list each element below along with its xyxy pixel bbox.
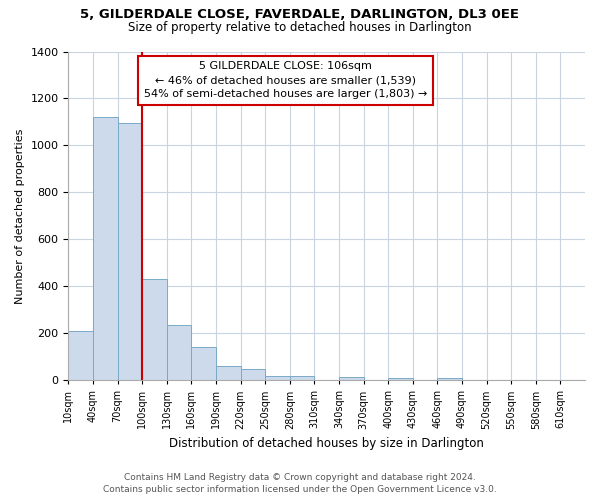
Text: 5 GILDERDALE CLOSE: 106sqm
← 46% of detached houses are smaller (1,539)
54% of s: 5 GILDERDALE CLOSE: 106sqm ← 46% of deta… [143, 62, 427, 100]
Text: Contains HM Land Registry data © Crown copyright and database right 2024.
Contai: Contains HM Land Registry data © Crown c… [103, 472, 497, 494]
Bar [167, 325, 191, 380]
Bar [68, 331, 93, 380]
Bar [388, 378, 413, 380]
Bar [339, 376, 364, 380]
Bar [216, 366, 241, 380]
Bar [265, 376, 290, 380]
X-axis label: Distribution of detached houses by size in Darlington: Distribution of detached houses by size … [169, 437, 484, 450]
Bar [437, 378, 462, 380]
Bar [93, 118, 118, 380]
Bar [118, 123, 142, 380]
Y-axis label: Number of detached properties: Number of detached properties [15, 128, 25, 304]
Bar [142, 280, 167, 380]
Bar [290, 376, 314, 380]
Text: Size of property relative to detached houses in Darlington: Size of property relative to detached ho… [128, 21, 472, 34]
Bar [191, 348, 216, 380]
Text: 5, GILDERDALE CLOSE, FAVERDALE, DARLINGTON, DL3 0EE: 5, GILDERDALE CLOSE, FAVERDALE, DARLINGT… [80, 8, 520, 20]
Bar [241, 368, 265, 380]
